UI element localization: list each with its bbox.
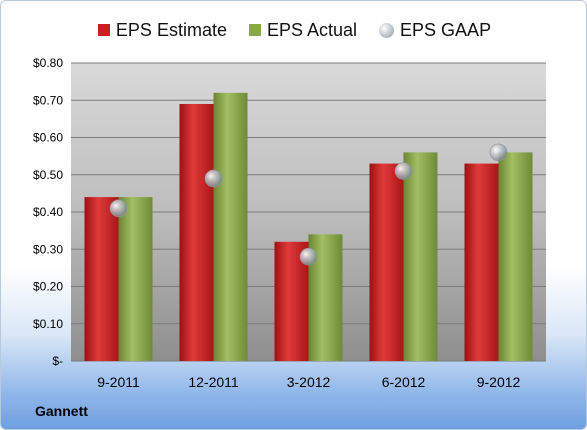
x-tick-label: 6-2012	[382, 374, 426, 390]
x-tick-label: 9-2011	[97, 374, 140, 390]
x-tick-label: 12-2011	[188, 374, 239, 390]
x-tick-label: 3-2012	[287, 374, 331, 390]
eps-estimate-bar	[84, 197, 119, 361]
eps-gaap-point	[204, 169, 223, 188]
y-tick-label: $0.50	[33, 168, 63, 182]
legend-item-eps-actual: EPS Actual	[248, 19, 358, 41]
eps-actual-bar	[213, 92, 248, 362]
y-tick-label: $0.80	[33, 56, 63, 70]
y-tick-label: $0.20	[33, 280, 63, 294]
eps-estimate-bar	[369, 163, 404, 361]
eps-actual-bar	[403, 152, 438, 361]
eps-estimate-bar	[179, 103, 214, 361]
y-tick-label: $0.10	[33, 317, 63, 331]
y-tick-label: $0.40	[33, 205, 63, 219]
legend-item-eps-estimate: EPS Estimate	[97, 19, 227, 41]
y-tick-label: $-	[52, 354, 63, 368]
legend-swatch-eps-actual	[248, 24, 261, 36]
eps-gaap-point	[299, 247, 318, 266]
company-label: Gannett	[35, 403, 88, 419]
eps-estimate-bar	[464, 163, 499, 361]
legend-label-eps-gaap: EPS GAAP	[400, 19, 492, 40]
y-tick-label: $0.30	[33, 242, 63, 256]
eps-actual-bar	[118, 197, 153, 361]
legend-label-eps-actual: EPS Actual	[266, 19, 358, 40]
legend-swatch-eps-estimate	[97, 24, 110, 36]
eps-gaap-point	[489, 143, 508, 162]
eps-gaap-point	[394, 162, 413, 180]
legend-swatch-eps-gaap	[379, 22, 395, 38]
eps-gaap-point	[109, 199, 128, 218]
legend-item-eps-gaap: EPS GAAP	[379, 20, 491, 41]
legend-label-eps-estimate: EPS Estimate	[115, 19, 227, 40]
eps-actual-bar	[498, 152, 533, 361]
x-tick-label: 9-2012	[477, 374, 521, 390]
y-tick-label: $0.70	[33, 93, 63, 107]
y-tick-label: $0.60	[33, 131, 63, 145]
legend: EPS Estimate EPS Actual EPS GAAP	[1, 17, 586, 43]
